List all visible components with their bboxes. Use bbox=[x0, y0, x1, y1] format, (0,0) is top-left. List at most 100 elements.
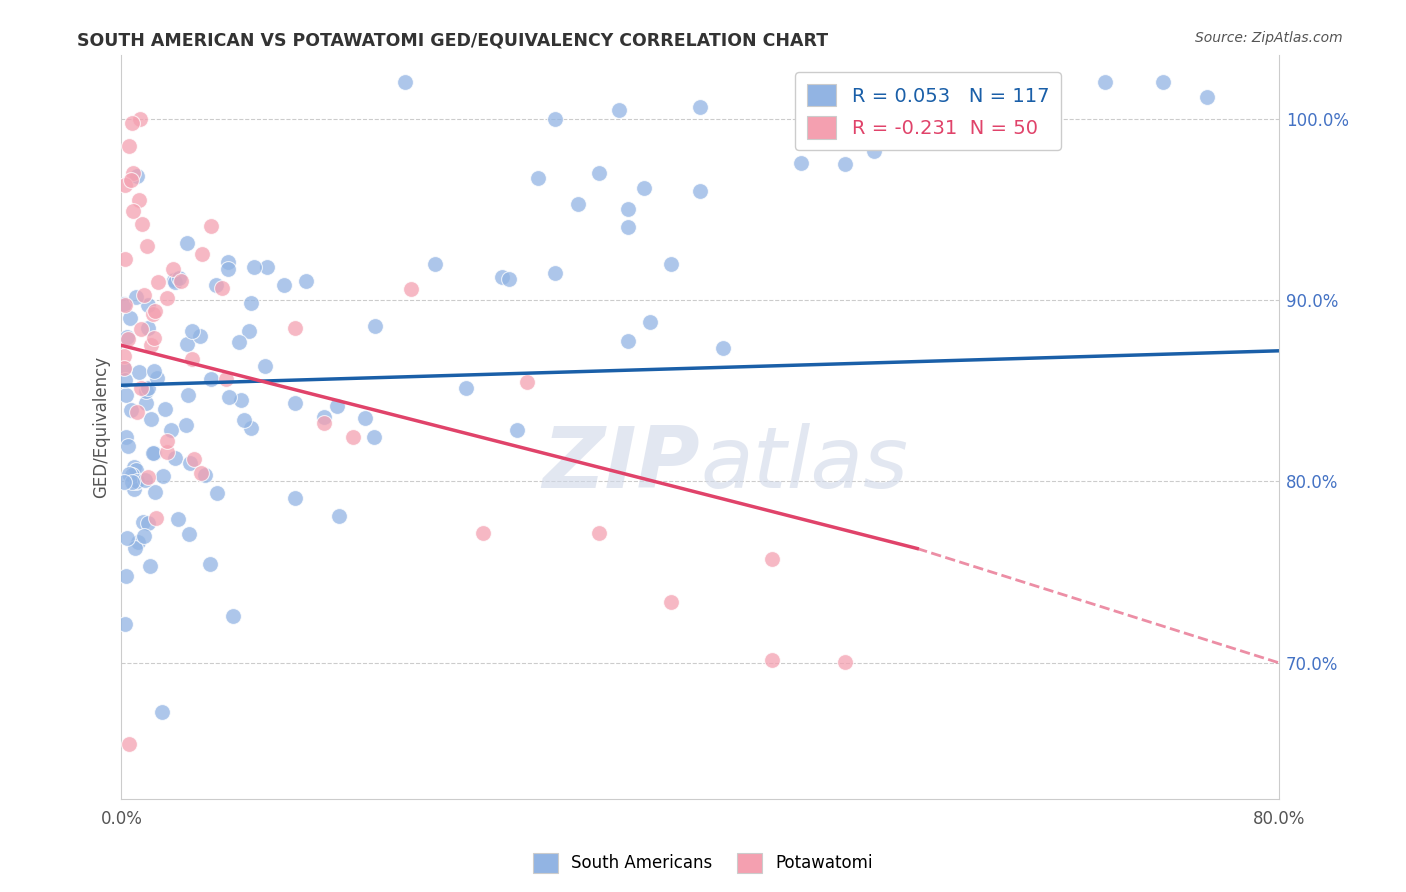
Point bbox=[120, 402, 142, 417]
Point bbox=[354, 410, 377, 425]
Point bbox=[131, 217, 153, 231]
Point bbox=[238, 324, 260, 338]
Point bbox=[160, 423, 183, 437]
Point bbox=[229, 392, 252, 407]
Point bbox=[325, 399, 347, 413]
Point bbox=[567, 196, 589, 211]
Point bbox=[143, 303, 166, 318]
Point bbox=[205, 278, 228, 293]
Point bbox=[711, 341, 734, 355]
Point bbox=[118, 467, 141, 481]
Point bbox=[177, 527, 200, 541]
Point bbox=[121, 475, 143, 490]
Point bbox=[142, 307, 165, 321]
Point bbox=[120, 172, 142, 186]
Point bbox=[181, 352, 204, 367]
Point bbox=[179, 456, 201, 470]
Point bbox=[167, 512, 190, 526]
Point bbox=[239, 421, 262, 435]
Point bbox=[761, 552, 783, 566]
Point bbox=[689, 100, 711, 114]
Point bbox=[588, 166, 610, 180]
Y-axis label: GED/Equivalency: GED/Equivalency bbox=[93, 356, 110, 498]
Point bbox=[491, 269, 513, 284]
Point bbox=[607, 103, 630, 117]
Point bbox=[129, 322, 152, 336]
Point bbox=[659, 257, 682, 271]
Point bbox=[181, 324, 204, 338]
Point bbox=[188, 328, 211, 343]
Point bbox=[114, 298, 136, 312]
Point bbox=[284, 321, 307, 335]
Point bbox=[423, 257, 446, 271]
Point bbox=[156, 445, 179, 459]
Point bbox=[115, 568, 138, 582]
Point bbox=[134, 288, 156, 302]
Point bbox=[136, 238, 159, 252]
Point bbox=[256, 260, 278, 275]
Point bbox=[127, 535, 149, 549]
Point bbox=[136, 381, 159, 395]
Point bbox=[215, 372, 238, 386]
Point bbox=[115, 532, 138, 546]
Point bbox=[118, 738, 141, 752]
Point bbox=[617, 220, 640, 235]
Point bbox=[498, 271, 520, 285]
Point bbox=[273, 277, 295, 292]
Point bbox=[312, 416, 335, 430]
Point bbox=[114, 373, 136, 387]
Point bbox=[129, 112, 152, 126]
Point bbox=[146, 371, 169, 385]
Point bbox=[1152, 75, 1174, 89]
Point bbox=[506, 423, 529, 437]
Point bbox=[115, 330, 138, 344]
Text: SOUTH AMERICAN VS POTAWATOMI GED/EQUIVALENCY CORRELATION CHART: SOUTH AMERICAN VS POTAWATOMI GED/EQUIVAL… bbox=[77, 31, 828, 49]
Point bbox=[145, 484, 167, 499]
Text: Source: ZipAtlas.com: Source: ZipAtlas.com bbox=[1195, 31, 1343, 45]
Point bbox=[170, 274, 193, 288]
Point bbox=[935, 75, 957, 89]
Point bbox=[143, 446, 166, 460]
Point bbox=[177, 388, 200, 402]
Point bbox=[112, 475, 135, 490]
Point bbox=[120, 310, 142, 325]
Point bbox=[544, 266, 567, 280]
Point bbox=[125, 475, 148, 490]
Point bbox=[128, 365, 150, 379]
Point bbox=[114, 388, 136, 402]
Point bbox=[454, 381, 477, 395]
Point bbox=[243, 260, 266, 275]
Point bbox=[121, 116, 143, 130]
Point bbox=[114, 617, 136, 632]
Point bbox=[211, 281, 233, 295]
Point bbox=[163, 275, 186, 289]
Point bbox=[191, 246, 214, 260]
Point bbox=[136, 298, 159, 312]
Point bbox=[155, 291, 177, 305]
Point bbox=[1094, 75, 1116, 89]
Point bbox=[127, 169, 149, 183]
Point bbox=[143, 331, 166, 345]
Point bbox=[862, 144, 884, 158]
Point bbox=[588, 525, 610, 540]
Point bbox=[142, 364, 165, 378]
Point bbox=[132, 515, 155, 529]
Point bbox=[139, 412, 162, 426]
Point bbox=[617, 202, 640, 217]
Point bbox=[121, 468, 143, 483]
Point bbox=[638, 315, 661, 329]
Point bbox=[633, 181, 655, 195]
Point bbox=[155, 401, 177, 416]
Point bbox=[114, 178, 136, 192]
Point bbox=[228, 335, 250, 350]
Point bbox=[125, 290, 148, 304]
Point bbox=[112, 360, 135, 375]
Point bbox=[399, 282, 422, 296]
Point bbox=[134, 529, 156, 543]
Point bbox=[176, 235, 198, 250]
Point bbox=[121, 204, 143, 219]
Point bbox=[183, 452, 205, 467]
Point bbox=[114, 252, 136, 267]
Point bbox=[217, 261, 239, 276]
Point bbox=[131, 381, 153, 395]
